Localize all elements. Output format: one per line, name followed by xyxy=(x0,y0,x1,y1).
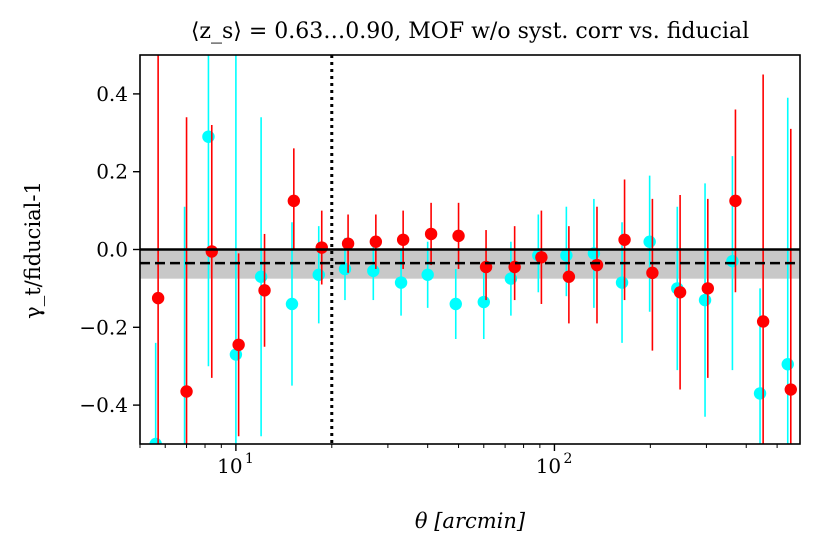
data-point xyxy=(756,315,770,328)
data-point xyxy=(338,262,352,276)
data-point xyxy=(726,254,739,268)
data-point xyxy=(781,358,794,371)
data-point xyxy=(232,338,245,352)
data-point xyxy=(180,385,193,398)
data-point xyxy=(369,235,383,248)
data-point xyxy=(424,227,438,241)
data-point xyxy=(178,457,190,469)
data-point xyxy=(254,270,268,283)
data-point xyxy=(258,284,271,297)
y-tick-label: −0.2 xyxy=(79,315,128,339)
data-point xyxy=(646,266,659,280)
data-point xyxy=(590,258,604,272)
data-layer xyxy=(149,55,797,469)
data-point xyxy=(452,229,465,243)
data-point xyxy=(312,268,325,281)
data-point xyxy=(615,276,629,289)
data-point xyxy=(753,387,767,400)
data-point xyxy=(477,295,490,309)
y-tick-label: −0.4 xyxy=(79,393,128,417)
data-point xyxy=(560,249,573,262)
data-point xyxy=(396,233,410,246)
data-point xyxy=(285,297,299,311)
data-point xyxy=(367,264,380,278)
x-tick-label: 10 xyxy=(536,454,561,478)
data-point xyxy=(618,233,631,246)
x-tick-exponent: 1 xyxy=(245,451,254,467)
x-axis-label: θ [arcmin] xyxy=(415,509,526,533)
data-point xyxy=(287,194,301,208)
y-tick-label: 0.0 xyxy=(96,238,128,262)
chart-title: ⟨z_s⟩ = 0.63…0.90, MOF w/o syst. corr vs… xyxy=(191,19,749,44)
data-point xyxy=(394,276,408,289)
y-axis-label: γ_t/fiducial-1 xyxy=(21,181,45,319)
data-point xyxy=(562,270,576,283)
data-point xyxy=(673,286,687,299)
series-1 xyxy=(151,55,797,444)
x-tick-label: 10 xyxy=(217,454,242,478)
data-point xyxy=(701,282,715,295)
data-point xyxy=(449,297,462,311)
data-point xyxy=(205,245,218,258)
y-tick-label: 0.2 xyxy=(96,160,128,184)
axis-ticks: 0.40.20.0−0.2−0.410 1 10 2 xyxy=(79,82,778,478)
data-point xyxy=(643,235,656,248)
data-point xyxy=(729,194,742,208)
data-point xyxy=(315,241,328,254)
y-tick-label: 0.4 xyxy=(96,82,128,106)
data-point xyxy=(698,293,712,307)
data-point xyxy=(151,291,165,305)
x-tick-exponent: 2 xyxy=(563,451,572,467)
data-point xyxy=(341,237,355,250)
data-point xyxy=(202,130,215,143)
data-point xyxy=(421,268,434,281)
data-point xyxy=(784,383,797,396)
data-point xyxy=(535,251,548,264)
